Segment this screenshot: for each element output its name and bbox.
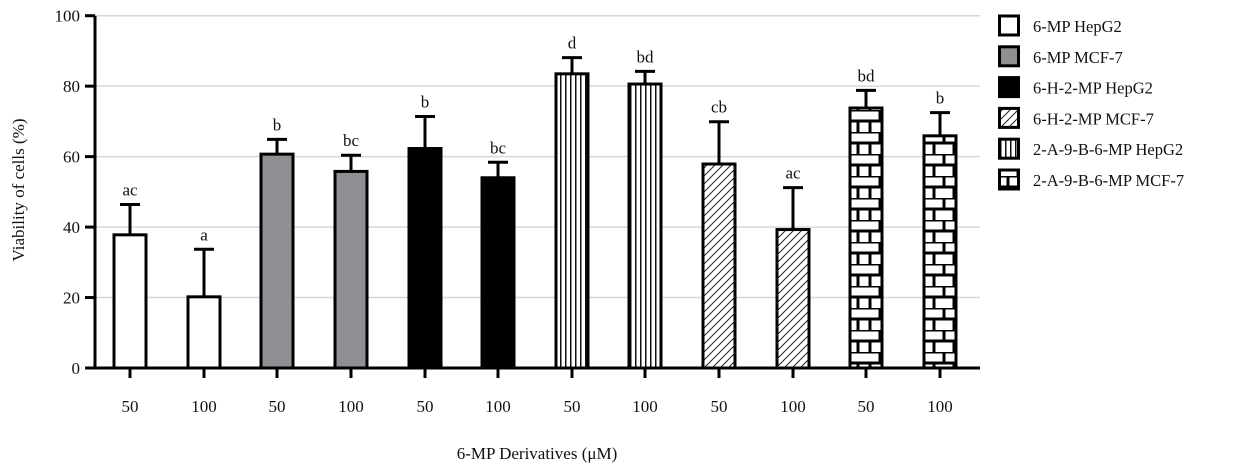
legend-label: 6-MP MCF-7 bbox=[1033, 48, 1123, 67]
significance-label: a bbox=[200, 225, 208, 244]
y-tick-label: 20 bbox=[63, 289, 80, 308]
significance-label: b bbox=[421, 92, 430, 111]
significance-label: d bbox=[568, 34, 577, 53]
significance-label: bd bbox=[637, 47, 655, 66]
significance-label: bc bbox=[343, 131, 360, 150]
y-tick-label: 100 bbox=[55, 7, 81, 26]
legend-item: 6-H-2-MP MCF-7 bbox=[998, 106, 1154, 129]
legend-swatch bbox=[998, 14, 1020, 37]
bar bbox=[480, 176, 516, 370]
x-tick-label: 100 bbox=[780, 397, 806, 416]
legend-item: 6-H-2-MP HepG2 bbox=[998, 76, 1153, 99]
legend-label: 6-MP HepG2 bbox=[1033, 17, 1122, 36]
x-tick-label: 50 bbox=[269, 397, 286, 416]
legend-label: 6-H-2-MP HepG2 bbox=[1033, 79, 1153, 98]
x-tick-label: 100 bbox=[927, 397, 953, 416]
legend-swatch bbox=[998, 45, 1020, 68]
significance-label: bd bbox=[858, 66, 876, 85]
legend-item: 2-A-9-B-6-MP HepG2 bbox=[998, 137, 1183, 160]
legend-label: 2-A-9-B-6-MP HepG2 bbox=[1033, 140, 1183, 159]
x-tick-label: 100 bbox=[632, 397, 658, 416]
bar bbox=[701, 162, 737, 370]
y-tick-label: 80 bbox=[63, 77, 80, 96]
x-tick-label: 100 bbox=[485, 397, 511, 416]
legend-swatch bbox=[998, 168, 1020, 191]
legend-item: 6-MP HepG2 bbox=[998, 14, 1122, 37]
legend-swatch bbox=[998, 76, 1020, 99]
legend-item: 6-MP MCF-7 bbox=[998, 45, 1123, 68]
bar bbox=[554, 72, 590, 370]
x-axis-title: 6-MP Derivatives (μM) bbox=[457, 444, 618, 463]
legend-item: 2-A-9-B-6-MP MCF-7 bbox=[998, 168, 1184, 191]
significance-label: cb bbox=[711, 98, 727, 117]
x-tick-label: 50 bbox=[564, 397, 581, 416]
significance-label: b bbox=[273, 115, 282, 134]
x-tick-label: 50 bbox=[417, 397, 434, 416]
x-tick-label: 100 bbox=[338, 397, 364, 416]
bar bbox=[333, 169, 369, 370]
legend-swatch bbox=[998, 106, 1020, 129]
bar bbox=[407, 147, 443, 370]
bar bbox=[259, 152, 295, 370]
legend-label: 6-H-2-MP MCF-7 bbox=[1033, 109, 1154, 128]
bar bbox=[627, 82, 663, 370]
legend-swatch bbox=[998, 137, 1020, 160]
bar bbox=[112, 233, 148, 370]
bar bbox=[186, 295, 222, 370]
legend-label: 2-A-9-B-6-MP MCF-7 bbox=[1033, 171, 1184, 190]
significance-label: b bbox=[936, 89, 945, 108]
legend: 6-MP HepG2 6-MP MCF-7 6-H-2-MP HepG2 6-H-2-… bbox=[998, 14, 1184, 191]
x-tick-label: 50 bbox=[711, 397, 728, 416]
significance-label: ac bbox=[122, 181, 138, 200]
bar bbox=[848, 106, 884, 370]
bar bbox=[775, 228, 811, 370]
significance-label: bc bbox=[490, 138, 507, 157]
bar bbox=[922, 134, 958, 370]
x-tick-label: 50 bbox=[858, 397, 875, 416]
y-tick-label: 40 bbox=[63, 218, 80, 237]
y-tick-label: 0 bbox=[72, 359, 81, 378]
y-tick-label: 60 bbox=[63, 148, 80, 167]
significance-label: ac bbox=[785, 164, 801, 183]
x-tick-label: 50 bbox=[122, 397, 139, 416]
x-tick-label: 100 bbox=[191, 397, 217, 416]
y-axis-title: Viability of cells (%) bbox=[9, 119, 28, 262]
